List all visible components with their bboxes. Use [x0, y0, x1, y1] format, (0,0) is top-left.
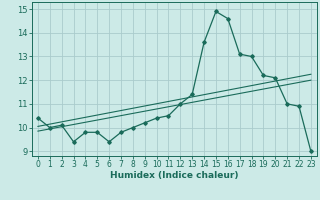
X-axis label: Humidex (Indice chaleur): Humidex (Indice chaleur)	[110, 171, 239, 180]
